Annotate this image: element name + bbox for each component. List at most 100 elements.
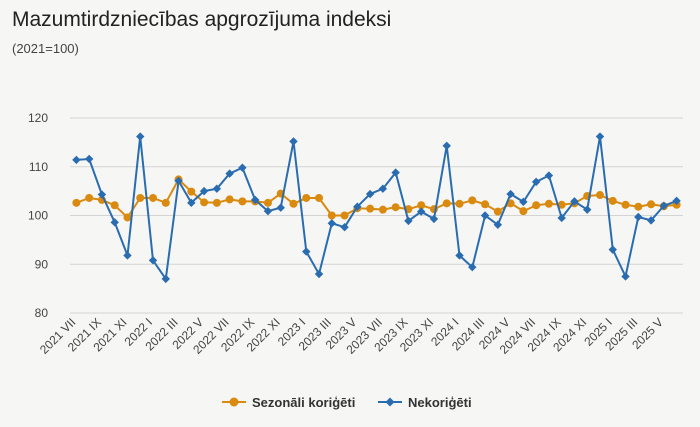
data-point xyxy=(340,211,349,220)
data-point xyxy=(519,197,528,207)
legend-marker xyxy=(229,397,239,407)
grid xyxy=(70,117,683,314)
legend-marker xyxy=(385,397,395,407)
y-tick-label: 100 xyxy=(28,209,48,223)
data-point xyxy=(187,187,196,196)
data-point xyxy=(646,216,656,225)
data-point xyxy=(174,176,183,186)
data-point xyxy=(621,272,630,281)
data-point xyxy=(123,213,132,222)
data-point xyxy=(85,193,94,202)
legend: Sezonāli koriģēti Nekoriģēti xyxy=(222,395,472,410)
data-point xyxy=(544,171,554,180)
data-point xyxy=(608,245,617,254)
data-point xyxy=(72,155,81,165)
data-point xyxy=(378,205,387,214)
data-point xyxy=(634,202,643,211)
data-point xyxy=(72,198,81,207)
data-point xyxy=(468,262,477,272)
data-point xyxy=(340,223,349,232)
data-point xyxy=(595,132,605,141)
data-point xyxy=(455,251,464,260)
data-point xyxy=(506,189,515,199)
data-point xyxy=(416,207,426,216)
data-point xyxy=(212,184,222,193)
data-point xyxy=(468,196,477,205)
series-group xyxy=(72,132,681,284)
data-point xyxy=(314,269,324,279)
data-point xyxy=(161,198,170,207)
data-point xyxy=(123,251,132,260)
data-point xyxy=(595,191,604,200)
y-tick-label: 120 xyxy=(28,111,48,125)
data-point xyxy=(493,207,502,216)
data-point xyxy=(544,199,553,208)
data-point xyxy=(621,200,630,209)
data-point xyxy=(391,203,400,212)
legend-item-0: Sezonāli koriģēti xyxy=(222,395,355,410)
data-point xyxy=(672,196,681,206)
chart-title: Mazumtirdzniecības apgrozījuma indeksi xyxy=(12,8,392,31)
data-point xyxy=(531,177,541,187)
legend-label: Sezonāli koriģēti xyxy=(252,395,355,410)
data-point xyxy=(442,141,451,150)
data-point xyxy=(647,200,656,209)
data-point xyxy=(634,212,643,222)
data-point xyxy=(161,274,170,284)
data-point xyxy=(366,204,375,213)
data-point xyxy=(493,220,503,229)
data-point xyxy=(557,213,566,223)
data-point xyxy=(557,200,566,209)
data-point xyxy=(302,247,311,256)
data-point xyxy=(238,163,247,172)
data-point xyxy=(455,199,464,208)
data-point xyxy=(608,196,617,205)
data-point xyxy=(136,193,145,202)
data-point xyxy=(199,186,209,196)
data-point xyxy=(519,207,528,216)
data-point xyxy=(148,256,158,265)
data-point xyxy=(442,199,451,208)
y-axis: 80 90 100 110 120 xyxy=(28,111,48,320)
data-point xyxy=(391,168,400,177)
data-point xyxy=(570,197,579,206)
legend-item-1: Nekoriģēti xyxy=(378,395,472,410)
data-point xyxy=(583,205,592,214)
data-point xyxy=(327,219,337,228)
data-point xyxy=(225,169,234,178)
data-point xyxy=(110,201,119,210)
data-point xyxy=(149,193,158,202)
data-point xyxy=(353,202,362,211)
data-point xyxy=(136,132,145,141)
data-point xyxy=(404,216,413,226)
data-point xyxy=(480,211,490,220)
data-point xyxy=(378,184,388,193)
data-point xyxy=(481,200,490,209)
data-point xyxy=(200,198,209,207)
data-point xyxy=(659,201,669,210)
data-point xyxy=(365,189,375,199)
data-point xyxy=(263,206,273,216)
data-point xyxy=(417,201,426,210)
data-point xyxy=(225,195,234,204)
chart-subtitle: (2021=100) xyxy=(12,41,79,56)
data-point xyxy=(532,201,541,210)
y-tick-label: 110 xyxy=(29,160,48,174)
data-point xyxy=(97,190,107,199)
data-point xyxy=(289,199,298,208)
data-point xyxy=(302,193,311,202)
legend-label: Nekoriģēti xyxy=(408,395,472,410)
data-point xyxy=(250,195,260,205)
data-point xyxy=(289,137,298,146)
data-point xyxy=(315,193,324,202)
data-point xyxy=(212,198,221,207)
y-tick-label: 80 xyxy=(35,306,49,320)
data-point xyxy=(187,198,196,208)
data-point xyxy=(276,203,285,212)
data-point xyxy=(263,198,272,207)
data-point xyxy=(84,154,94,164)
data-point xyxy=(327,211,336,220)
y-tick-label: 90 xyxy=(35,257,49,271)
